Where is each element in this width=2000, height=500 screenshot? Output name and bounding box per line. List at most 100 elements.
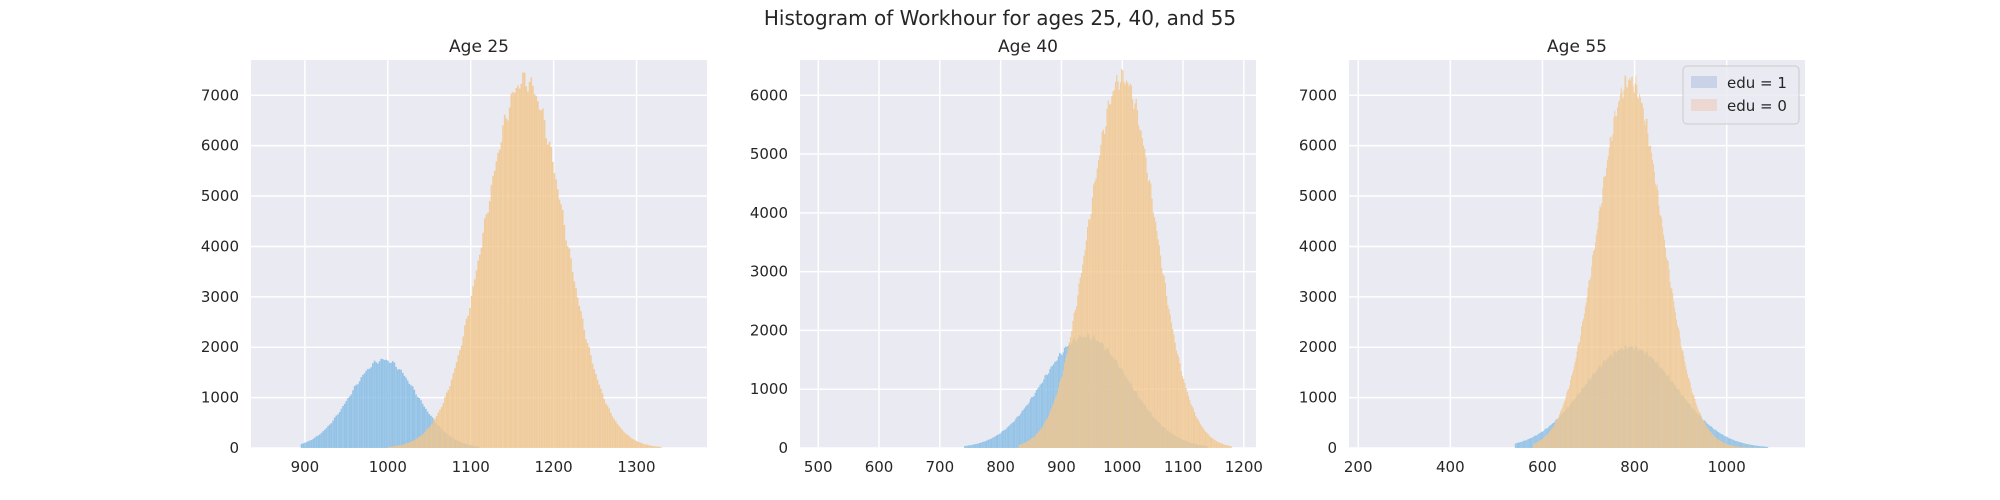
histogram-bar	[1142, 145, 1145, 449]
histogram-bar	[327, 426, 329, 448]
histogram-bar	[1573, 365, 1575, 448]
histogram-bar	[656, 446, 659, 448]
histogram-bar	[1742, 447, 1744, 448]
histogram-bar	[1753, 445, 1755, 448]
histogram-bar	[420, 400, 422, 448]
histogram-bar	[1139, 129, 1141, 449]
histogram-bar	[1741, 447, 1743, 448]
histogram-bar	[608, 408, 610, 448]
histogram-bar	[1153, 217, 1156, 448]
histogram-bar	[1158, 245, 1160, 448]
histogram-bar	[323, 429, 326, 448]
histogram-bar	[1166, 295, 1168, 448]
histogram-bar	[1752, 445, 1754, 448]
histogram-bar	[403, 375, 406, 448]
histogram-bar	[596, 379, 599, 448]
histogram-bar	[1105, 126, 1107, 449]
histogram-bar	[1028, 440, 1030, 448]
histogram-bar	[518, 88, 521, 449]
histogram-bar	[1590, 277, 1592, 448]
histogram-bar	[638, 442, 640, 448]
histogram-bar	[1679, 338, 1681, 448]
histogram-bar	[1532, 437, 1534, 448]
histogram-bar	[482, 232, 484, 448]
histogram-bar	[530, 77, 533, 449]
histogram-bar	[1756, 445, 1758, 448]
histogram-bar	[475, 270, 478, 448]
histogram-bar	[440, 406, 443, 448]
histogram-bar	[1578, 343, 1580, 448]
histogram-bar	[1595, 234, 1597, 448]
histogram-bar	[641, 443, 644, 448]
histogram-bar	[1651, 152, 1653, 448]
histogram-bar	[1635, 75, 1637, 448]
histogram-bar	[460, 345, 463, 448]
histogram-bar	[1729, 444, 1731, 448]
histogram-bar	[540, 110, 543, 449]
histogram-bar	[1005, 428, 1007, 448]
histogram-bar	[590, 355, 592, 448]
histogram-bar	[1215, 441, 1218, 448]
histogram-bar	[1052, 403, 1055, 448]
histogram-bar	[495, 161, 498, 448]
histogram-bar	[395, 366, 397, 448]
histogram-bar	[1541, 439, 1543, 448]
histogram-bar	[415, 438, 418, 448]
histogram-bar	[1585, 302, 1587, 448]
histogram-bar	[624, 433, 627, 448]
histogram-bar	[1204, 431, 1207, 448]
histogram-bar	[335, 415, 338, 448]
histogram-bar	[1533, 443, 1535, 448]
histogram-bar	[1059, 382, 1061, 448]
histogram-bar	[1074, 310, 1077, 448]
histogram-bar	[1077, 295, 1079, 448]
histogram-bar	[964, 446, 966, 448]
histogram-bar	[1542, 438, 1544, 448]
histogram-bar	[1001, 431, 1004, 448]
histogram-bar	[1685, 365, 1687, 448]
histogram-bar	[394, 446, 397, 448]
histogram-bar	[1027, 441, 1029, 448]
x-tick-label: 600	[865, 458, 894, 476]
histogram-bar	[1534, 443, 1536, 448]
x-tick-label: 900	[291, 458, 320, 476]
histogram-bar	[601, 393, 604, 448]
histogram-bar	[1707, 428, 1709, 448]
histogram-bar	[1164, 282, 1167, 448]
histogram-bar	[485, 214, 488, 448]
y-tick-label: 3000	[201, 288, 239, 306]
histogram-bar	[487, 212, 489, 448]
histogram-bar	[1743, 443, 1745, 448]
histogram-bar	[996, 434, 999, 448]
histogram-bar	[1076, 306, 1078, 448]
legend-swatch	[1691, 76, 1717, 88]
histogram-bar	[1514, 443, 1516, 448]
histogram-bar	[474, 279, 476, 448]
histogram-bar	[1730, 438, 1732, 448]
histogram-bar	[603, 399, 606, 448]
histogram-bar	[1661, 218, 1663, 448]
histogram-bar	[480, 247, 483, 448]
histogram-bar	[1546, 435, 1548, 448]
histogram-bar	[1020, 413, 1022, 448]
histogram-bar	[580, 311, 582, 448]
histogram-bar	[1714, 436, 1716, 448]
histogram-bar	[1111, 95, 1113, 448]
histogram-bar	[1718, 439, 1720, 448]
histogram-bar	[434, 418, 436, 448]
histogram-bar	[972, 444, 974, 448]
histogram-bar	[1079, 277, 1081, 448]
y-tick-label: 1000	[1299, 389, 1337, 407]
histogram-bar	[1657, 190, 1659, 448]
histogram-bar	[1751, 444, 1753, 448]
histogram-bar	[1665, 257, 1667, 448]
histogram-bar	[1136, 110, 1139, 449]
histogram-bar	[1722, 434, 1724, 448]
panel-title: Age 40	[998, 37, 1058, 57]
histogram-bar	[362, 374, 364, 448]
histogram-bar	[1748, 444, 1750, 448]
histogram-bar	[1713, 436, 1715, 448]
histogram-bar	[1524, 440, 1525, 448]
histogram-bar	[1555, 421, 1557, 448]
histogram-bar	[1090, 213, 1092, 448]
